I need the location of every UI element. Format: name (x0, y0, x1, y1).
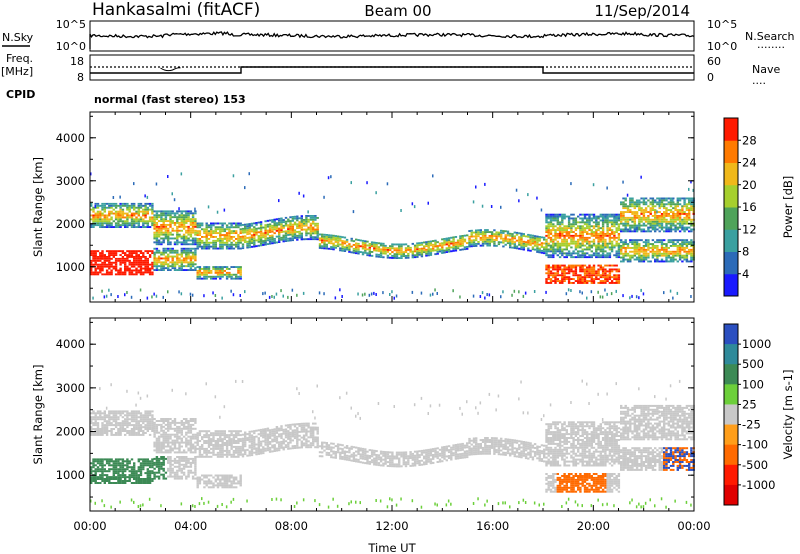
noise-tick-left-bottom: 10^0 (56, 40, 86, 53)
x-axis-title: Time UT (367, 541, 416, 554)
nave-label: Nave (752, 63, 780, 76)
vel-colorbar-tick: -500 (742, 458, 768, 472)
nsearch-label: N.Search (745, 30, 795, 43)
power-ytick-label: 1000 (56, 260, 85, 274)
noise-tick-left-top: 10^5 (56, 18, 86, 31)
nsky-label: N.Sky (2, 31, 34, 44)
power-colorbar-tick: 28 (742, 133, 757, 147)
vel-colorbar-swatch (724, 384, 738, 405)
vel-ytick-label: 2000 (56, 425, 85, 439)
power-colorbar-tick: 24 (742, 156, 757, 170)
vel-colorbar-swatch (724, 464, 738, 486)
time-tick-label: 08:00 (275, 519, 308, 533)
vel-colorbar-swatch (724, 404, 738, 426)
power-colorbar-swatch (724, 229, 738, 252)
vel-ytick-label: 3000 (56, 381, 85, 395)
nave-dip (160, 67, 181, 72)
power-colorbar-swatch (724, 162, 738, 186)
power-echo-cells (90, 172, 695, 300)
freq-unit: [MHz] (1, 65, 33, 78)
freq-tick-top: 18 (70, 55, 84, 68)
nsearch-legend-line: ........ (757, 38, 785, 51)
noise-tick-right-top: 10^5 (707, 18, 737, 31)
noise-tick-right-bottom: 10^0 (707, 40, 737, 53)
time-tick-label: 04:00 (174, 519, 207, 533)
cpid-text: normal (fast stereo) 153 (94, 93, 246, 106)
time-tick-label: 00:00 (677, 519, 710, 533)
power-colorbar-tick: 4 (742, 267, 749, 281)
freq-label: Freq. (6, 52, 33, 65)
vel-colorbar-tick: 100 (742, 377, 764, 391)
vel-colorbar-swatch (724, 324, 738, 345)
vel-colorbar-swatch (724, 444, 738, 466)
power-colorbar-swatch (724, 118, 738, 141)
power-ytick-label: 2000 (56, 217, 85, 231)
nave-legend-line: .... (752, 74, 766, 87)
time-tick-label: 12:00 (375, 519, 408, 533)
vel-colorbar-swatch (724, 344, 738, 365)
time-tick-label: 20:00 (577, 519, 610, 533)
station-title: Hankasalmi (fitACF) (92, 0, 260, 20)
power-colorbar-label: Power [dB] (781, 176, 795, 239)
vel-colorbar-tick: -1000 (742, 478, 775, 492)
power-colorbar-tick: 12 (742, 222, 757, 236)
time-tick-label: 00:00 (73, 519, 106, 533)
freq-step-line (90, 66, 694, 74)
vel-colorbar-tick: 500 (742, 357, 764, 371)
vel-ytick-label: 1000 (56, 468, 85, 482)
power-colorbar-swatch (724, 140, 738, 163)
vel-colorbar-tick: 25 (742, 397, 757, 411)
vel-colorbar-label: Velocity [m s-1] (781, 369, 795, 459)
date-title: 11/Sep/2014 (594, 2, 690, 20)
beam-title: Beam 00 (364, 2, 431, 20)
vel-colorbar-tick: 1000 (742, 337, 771, 351)
vel-colorbar-swatch (724, 484, 738, 506)
time-tick-label: 16:00 (476, 519, 509, 533)
power-colorbar: 4 8 12 16 20 24 28 Power [dB] (723, 117, 795, 297)
vel-colorbar-swatch (724, 364, 738, 385)
vel-echo-cells (90, 379, 695, 509)
power-ytick-label: 4000 (56, 131, 85, 145)
freq-tick-bottom: 8 (77, 71, 84, 84)
power-colorbar-swatch (724, 207, 738, 230)
time-axis: 00:00 04:00 08:00 12:00 16:00 20:00 00:00 (73, 519, 710, 533)
power-panel: 1000 2000 3000 4000 Slant Range [km] 4 8 12 16 20… (31, 111, 795, 303)
noise-trace (89, 31, 695, 49)
power-colorbar-tick: 8 (742, 245, 749, 259)
power-ytick-label: 3000 (56, 174, 85, 188)
power-colorbar-swatch (724, 273, 738, 297)
freq-trace (90, 66, 694, 74)
power-ylabel: Slant Range [km] (31, 157, 45, 257)
cpid-label: CPID (6, 88, 35, 101)
power-colorbar-tick: 20 (742, 178, 757, 192)
vel-ylabel: Slant Range [km] (31, 365, 45, 465)
nave-tick-top: 60 (707, 55, 721, 68)
noise-sky-line (89, 31, 695, 49)
power-colorbar-tick: 16 (742, 200, 757, 214)
vel-colorbar-tick: -100 (742, 438, 768, 452)
vel-colorbar-swatch (724, 424, 738, 446)
nave-tick-bottom: 0 (707, 71, 714, 84)
vel-colorbar: 1000 500 100 25 -25 -100 -500 -1000 Velocity [m … (723, 323, 795, 506)
power-colorbar-swatch (724, 184, 738, 208)
power-colorbar-swatch (724, 251, 738, 275)
vel-colorbar-tick: -25 (742, 418, 761, 432)
vel-ytick-label: 4000 (56, 337, 85, 351)
